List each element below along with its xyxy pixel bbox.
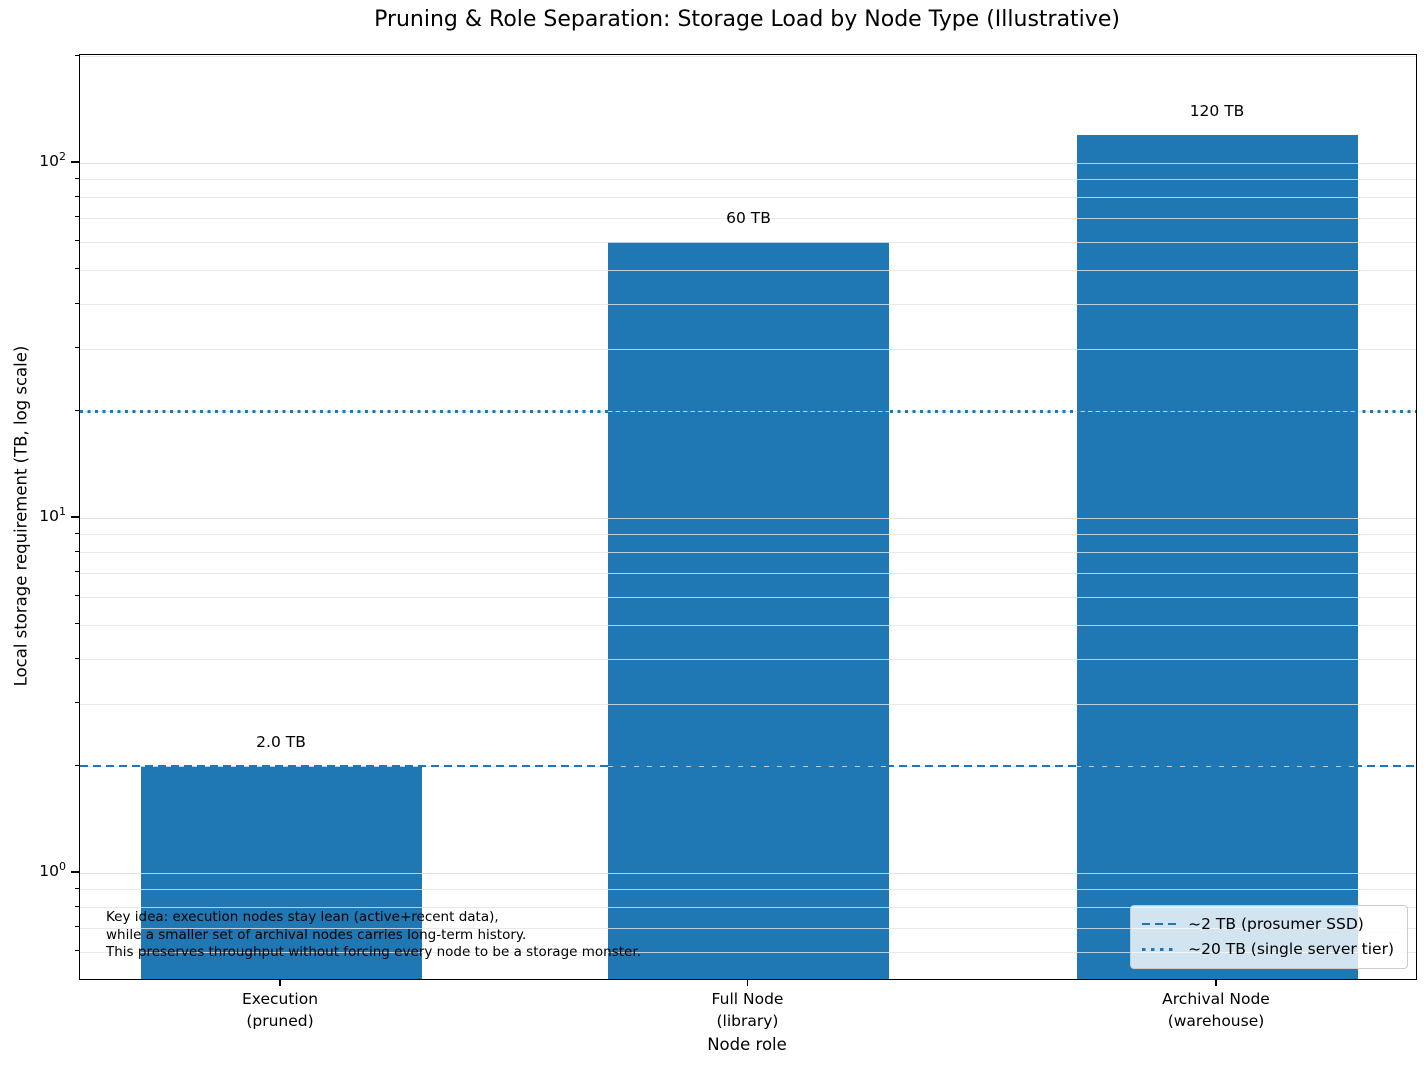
- gridline-minor: [80, 56, 1416, 58]
- bar-archival-node: [1076, 134, 1358, 979]
- x-tick: [1215, 979, 1217, 986]
- y-minor-tick: [74, 54, 79, 56]
- y-tick-label: 100: [39, 860, 66, 881]
- y-minor-tick: [74, 702, 79, 704]
- y-minor-tick: [74, 195, 79, 197]
- gridline-major: [80, 518, 1416, 519]
- y-tick-label: 102: [39, 150, 66, 171]
- y-major-tick: [71, 161, 79, 163]
- gridline-minor: [80, 348, 1416, 350]
- bar-value-label: 60 TB: [726, 208, 771, 227]
- gridline-minor: [80, 552, 1416, 554]
- gridline-minor: [80, 304, 1416, 306]
- gridline-minor: [80, 907, 1416, 909]
- y-minor-tick: [74, 347, 79, 349]
- dotted-line-icon: [1142, 947, 1177, 951]
- annotation-line: Key idea: execution nodes stay lean (act…: [106, 909, 499, 925]
- y-major-tick: [71, 516, 79, 518]
- legend-entry-20tb: ~20 TB (single server tier): [1142, 940, 1394, 958]
- reference-line-20tb: [80, 410, 1416, 414]
- y-minor-tick: [74, 240, 79, 242]
- gridline-major: [80, 873, 1416, 874]
- y-minor-tick: [74, 595, 79, 597]
- gridline-minor: [80, 703, 1416, 705]
- gridline-minor: [80, 927, 1416, 929]
- x-tick-label-archival-node: Archival Node (warehouse): [1162, 990, 1270, 1030]
- y-minor-tick: [74, 623, 79, 625]
- x-tick-label-execution: Execution (pruned): [241, 990, 319, 1030]
- gridline-minor: [80, 596, 1416, 598]
- gridline-minor: [80, 534, 1416, 536]
- y-minor-tick: [74, 950, 79, 952]
- reference-line-2tb: [80, 765, 1416, 768]
- plot-area: 2.0 TB 60 TB 120 TB Key idea: execution no…: [79, 54, 1417, 980]
- y-minor-tick: [74, 409, 79, 411]
- bar-execution: [140, 766, 422, 979]
- y-minor-tick: [74, 887, 79, 889]
- gridline-minor: [80, 179, 1416, 181]
- gridline-minor: [80, 572, 1416, 574]
- gridline-minor: [80, 217, 1416, 219]
- annotation-line: while a smaller set of archival nodes ca…: [106, 926, 527, 943]
- y-minor-tick: [74, 302, 79, 304]
- bar-full-node: [608, 241, 889, 979]
- legend: ~2 TB (prosumer SSD) ~20 TB (single serv…: [1130, 905, 1408, 969]
- y-minor-tick: [74, 268, 79, 270]
- y-minor-tick: [74, 764, 79, 766]
- y-minor-tick: [74, 532, 79, 534]
- y-minor-tick: [74, 571, 79, 573]
- legend-label: ~2 TB (prosumer SSD): [1188, 915, 1364, 933]
- y-major-tick: [71, 871, 79, 873]
- gridline-minor: [80, 951, 1416, 953]
- y-minor-tick: [74, 926, 79, 928]
- x-axis-label: Node role: [707, 1035, 787, 1054]
- chart-title: Pruning & Role Separation: Storage Load …: [374, 7, 1120, 32]
- legend-label: ~20 TB (single server tier): [1188, 940, 1394, 958]
- x-tick-label-full-node: Full Node (library): [711, 990, 784, 1030]
- gridline-minor: [80, 197, 1416, 199]
- gridline-minor: [80, 659, 1416, 661]
- gridline-minor: [80, 624, 1416, 626]
- y-minor-tick: [74, 905, 79, 907]
- gridline-major: [80, 163, 1416, 164]
- key-idea-annotation: Key idea: execution nodes stay lean (act…: [106, 909, 641, 962]
- annotation-line: This preserves throughput without forcin…: [106, 944, 641, 960]
- bar-value-label: 120 TB: [1189, 101, 1245, 120]
- y-tick-label: 101: [39, 505, 66, 526]
- y-minor-tick: [74, 216, 79, 218]
- legend-entry-2tb: ~2 TB (prosumer SSD): [1142, 915, 1394, 933]
- gridline-minor: [80, 889, 1416, 891]
- gridline-minor: [80, 241, 1416, 243]
- bar-value-label: 2.0 TB: [256, 733, 306, 752]
- gridline-minor: [80, 269, 1416, 271]
- dashed-line-icon: [1142, 922, 1177, 926]
- x-tick: [746, 979, 749, 986]
- y-minor-tick: [74, 550, 79, 552]
- x-tick: [279, 979, 281, 986]
- y-minor-tick: [74, 657, 79, 659]
- y-minor-tick: [74, 177, 79, 179]
